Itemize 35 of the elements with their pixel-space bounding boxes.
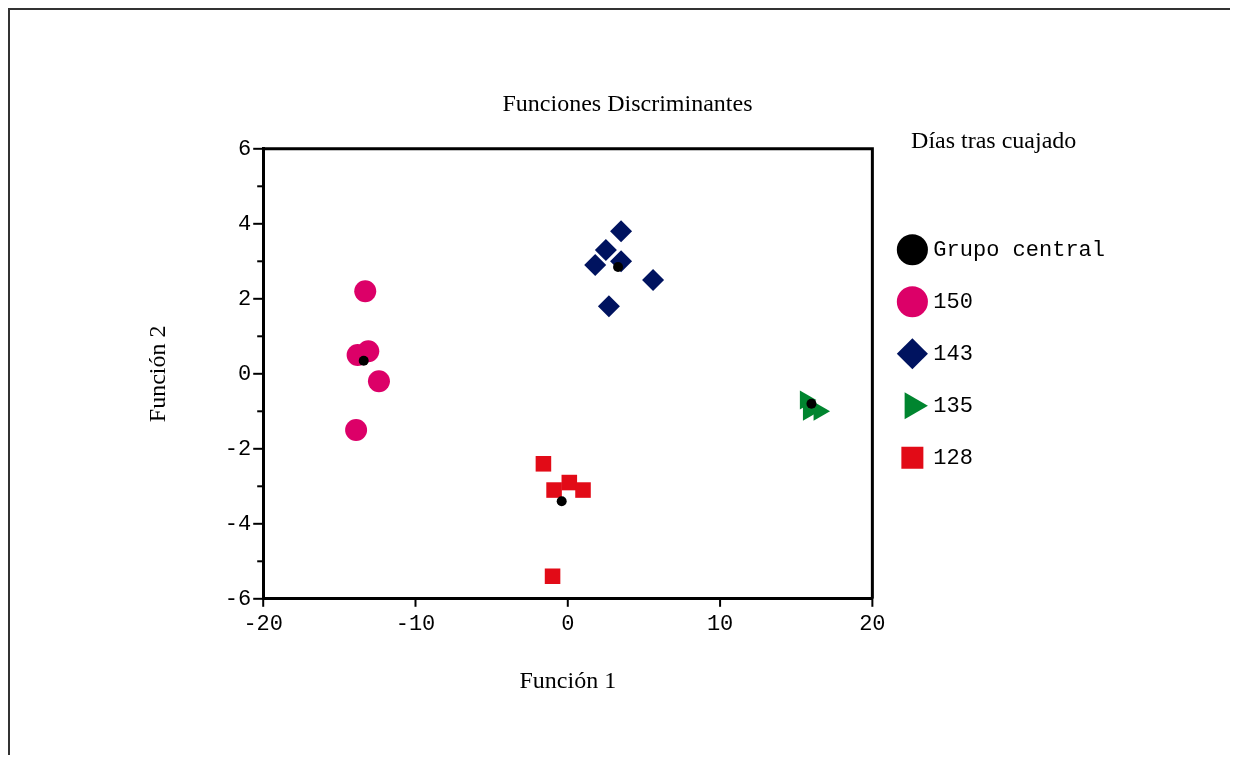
x-tick-label: -20 bbox=[243, 611, 284, 637]
y-axis-title: Función 2 bbox=[143, 325, 170, 423]
point bbox=[597, 295, 620, 318]
point bbox=[610, 220, 633, 243]
y-tick-label: 4 bbox=[238, 211, 252, 237]
x-tick-label: 0 bbox=[561, 611, 575, 637]
point bbox=[345, 419, 368, 442]
legend-label: 128 bbox=[933, 445, 973, 471]
point bbox=[358, 355, 369, 366]
legend-label: 150 bbox=[933, 289, 973, 315]
y-tick-label: -4 bbox=[224, 511, 252, 537]
x-tick-label: 10 bbox=[706, 611, 734, 637]
point bbox=[556, 496, 567, 507]
point bbox=[544, 568, 561, 585]
point bbox=[546, 482, 562, 498]
y-tick-label: -6 bbox=[224, 586, 252, 612]
point bbox=[575, 482, 591, 498]
x-tick-label: -10 bbox=[395, 611, 436, 637]
y-tick-label: -2 bbox=[224, 436, 252, 462]
y-tick-label: 0 bbox=[238, 361, 252, 387]
point bbox=[642, 269, 665, 292]
y-tick-label: 2 bbox=[238, 286, 252, 312]
point bbox=[535, 456, 552, 472]
legend-title: Días tras cuajado bbox=[911, 127, 1077, 154]
x-tick-label: 20 bbox=[859, 611, 886, 637]
legend-label: 135 bbox=[933, 393, 973, 419]
point bbox=[594, 239, 617, 262]
legend-label: 143 bbox=[933, 341, 973, 367]
legend-label: Grupo central bbox=[933, 237, 1106, 263]
x-axis-title: Función 1 bbox=[519, 666, 617, 693]
chart-title: Funciones Discriminantes bbox=[502, 89, 753, 116]
point bbox=[584, 254, 607, 277]
point bbox=[354, 280, 377, 303]
point bbox=[367, 370, 390, 393]
y-tick-label: 6 bbox=[238, 136, 252, 162]
